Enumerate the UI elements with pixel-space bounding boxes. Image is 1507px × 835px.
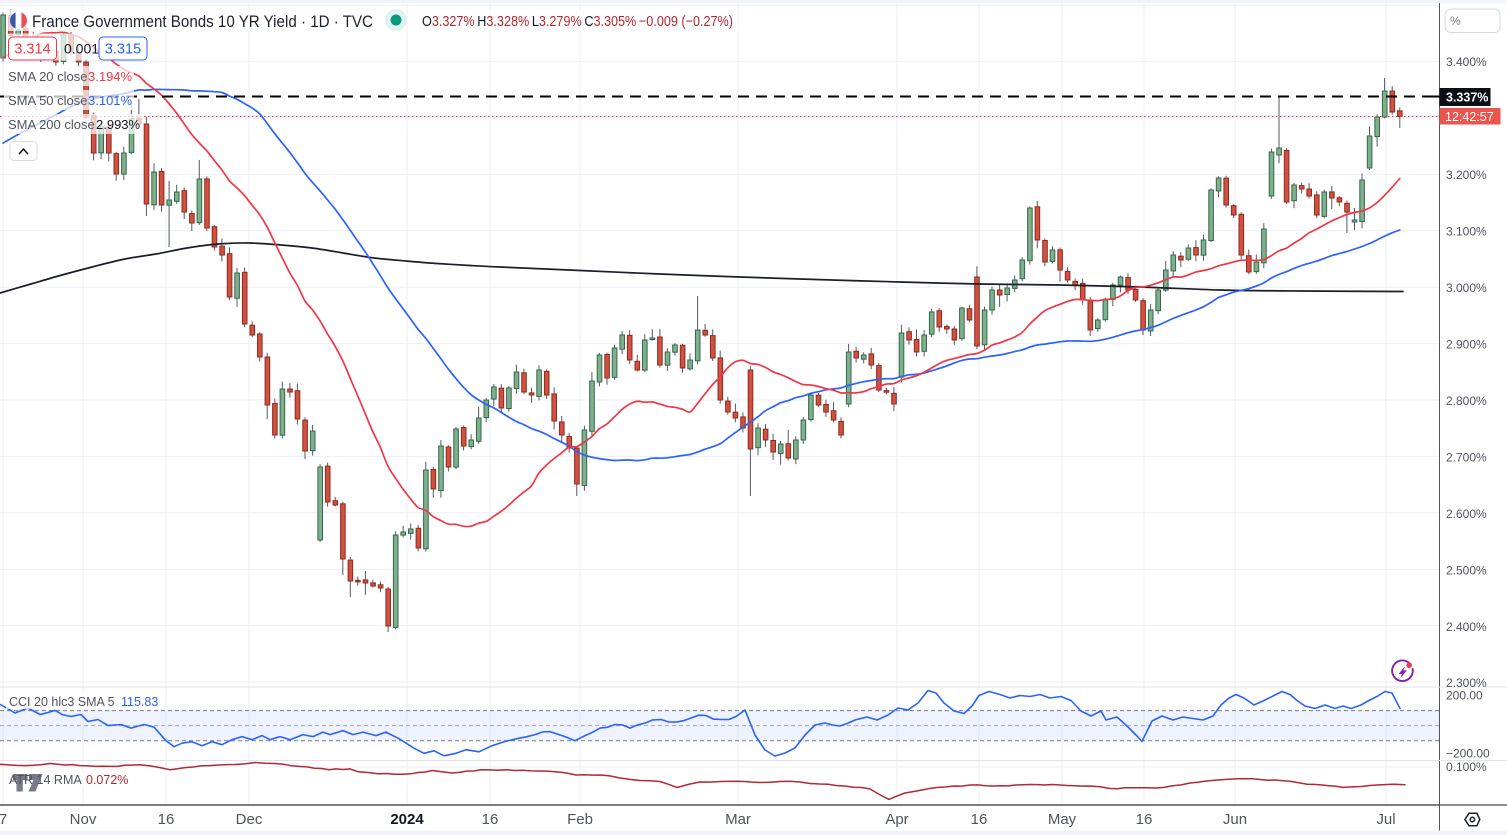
svg-text:7: 7 [0, 811, 7, 828]
svg-text:12:42:57: 12:42:57 [1445, 110, 1494, 124]
svg-text:Apr: Apr [885, 811, 908, 828]
svg-text:16: 16 [158, 811, 175, 828]
svg-text:SMA 200 close: SMA 200 close [8, 117, 95, 132]
svg-text:2.400%: 2.400% [1446, 620, 1487, 634]
svg-text:0.001: 0.001 [64, 41, 99, 57]
svg-text:16: 16 [482, 811, 499, 828]
svg-text:3.101%: 3.101% [88, 93, 133, 108]
svg-text:3.337%: 3.337% [1446, 91, 1488, 105]
svg-text:Jul: Jul [1376, 811, 1395, 828]
svg-text:0.100%: 0.100% [1446, 760, 1487, 774]
svg-text:Mar: Mar [725, 811, 751, 828]
svg-text:115.83: 115.83 [121, 695, 158, 709]
svg-text:O3.327%H3.328%L3.279%C3.305%−0: O3.327%H3.328%L3.279%C3.305%−0.009 (−0.2… [422, 14, 733, 30]
svg-text:Jun: Jun [1223, 811, 1247, 828]
svg-text:3.000%: 3.000% [1446, 281, 1487, 295]
svg-text:2.900%: 2.900% [1446, 338, 1487, 352]
svg-text:3.314: 3.314 [14, 42, 50, 58]
svg-text:3.200%: 3.200% [1446, 168, 1487, 182]
svg-text:May: May [1048, 811, 1077, 828]
svg-text:3.194%: 3.194% [88, 69, 133, 84]
svg-text:2.700%: 2.700% [1446, 451, 1487, 465]
svg-text:2.800%: 2.800% [1446, 394, 1487, 408]
svg-text:CCI 20 hlc3 SMA 5: CCI 20 hlc3 SMA 5 [9, 695, 115, 709]
svg-text:2.600%: 2.600% [1446, 507, 1487, 521]
svg-text:2.300%: 2.300% [1446, 676, 1487, 690]
svg-text:3.100%: 3.100% [1446, 225, 1487, 239]
svg-text:16: 16 [971, 811, 988, 828]
svg-text:%: % [1450, 14, 1461, 28]
svg-text:3.315: 3.315 [105, 42, 141, 58]
svg-text:2024: 2024 [390, 811, 424, 828]
svg-text:0.072%: 0.072% [86, 773, 128, 787]
svg-text:France Government Bonds 10 YR: France Government Bonds 10 YR Yield · 1D… [32, 13, 373, 31]
svg-text:−200.00: −200.00 [1446, 747, 1490, 761]
svg-text:200.00: 200.00 [1446, 689, 1483, 703]
svg-text:Nov: Nov [70, 811, 97, 828]
svg-text:2.500%: 2.500% [1446, 564, 1487, 578]
svg-text:Feb: Feb [567, 811, 593, 828]
svg-text:SMA 50 close: SMA 50 close [8, 93, 88, 108]
svg-text:ATR 14 RMA: ATR 14 RMA [9, 773, 82, 787]
svg-text:3.400%: 3.400% [1446, 55, 1487, 69]
svg-text:2.993%: 2.993% [96, 117, 141, 132]
svg-text:16: 16 [1136, 811, 1153, 828]
svg-text:SMA 20 close: SMA 20 close [8, 69, 88, 84]
svg-text:Dec: Dec [236, 811, 263, 828]
